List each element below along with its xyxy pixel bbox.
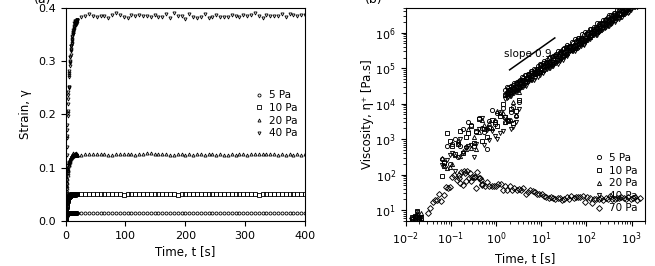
40 Pa xyxy=(64,111,71,114)
10 Pa xyxy=(612,15,620,18)
5 Pa xyxy=(89,211,97,214)
40 Pa xyxy=(66,64,73,67)
70 Pa xyxy=(588,202,596,205)
40 Pa xyxy=(89,15,97,18)
10 Pa xyxy=(62,219,69,222)
Y-axis label: Strain, γ: Strain, γ xyxy=(20,89,33,139)
Legend: 5 Pa, 10 Pa, 20 Pa, 40 Pa: 5 Pa, 10 Pa, 20 Pa, 40 Pa xyxy=(250,88,300,140)
40 Pa xyxy=(510,125,517,128)
20 Pa xyxy=(66,159,73,162)
20 Pa xyxy=(301,152,309,155)
20 Pa xyxy=(411,217,419,220)
40 Pa xyxy=(301,14,309,17)
20 Pa xyxy=(408,216,416,219)
X-axis label: Time, t [s]: Time, t [s] xyxy=(495,253,555,266)
40 Pa xyxy=(62,217,69,220)
40 Pa xyxy=(636,3,644,7)
70 Pa xyxy=(636,196,644,200)
Line: 10 Pa: 10 Pa xyxy=(64,192,307,222)
70 Pa xyxy=(508,188,516,191)
5 Pa xyxy=(72,211,80,214)
20 Pa xyxy=(636,0,644,2)
5 Pa xyxy=(193,211,201,214)
40 Pa xyxy=(565,51,572,54)
20 Pa xyxy=(72,151,80,154)
10 Pa xyxy=(415,217,423,220)
10 Pa xyxy=(64,199,71,202)
5 Pa xyxy=(72,211,80,214)
10 Pa xyxy=(301,192,309,196)
20 Pa xyxy=(607,19,615,23)
Line: 70 Pa: 70 Pa xyxy=(410,168,642,220)
20 Pa xyxy=(72,153,80,156)
Line: 10 Pa: 10 Pa xyxy=(410,0,642,221)
40 Pa xyxy=(193,16,201,19)
X-axis label: Time, t [s]: Time, t [s] xyxy=(155,246,215,259)
Y-axis label: Viscosity, η⁺ [Pa.s]: Viscosity, η⁺ [Pa.s] xyxy=(361,60,374,169)
70 Pa xyxy=(441,186,449,189)
10 Pa xyxy=(607,18,615,21)
70 Pa xyxy=(464,169,472,172)
10 Pa xyxy=(189,193,197,196)
70 Pa xyxy=(455,173,462,177)
5 Pa xyxy=(417,219,425,222)
20 Pa xyxy=(64,173,71,176)
5 Pa xyxy=(504,90,512,94)
10 Pa xyxy=(504,119,512,123)
Line: 40 Pa: 40 Pa xyxy=(64,11,307,221)
40 Pa xyxy=(251,11,259,15)
5 Pa xyxy=(301,211,309,214)
Text: slope 0.9: slope 0.9 xyxy=(504,49,552,59)
20 Pa xyxy=(89,152,97,156)
70 Pa xyxy=(633,198,641,201)
Line: 5 Pa: 5 Pa xyxy=(410,0,642,222)
40 Pa xyxy=(278,12,286,15)
5 Pa xyxy=(566,44,574,48)
5 Pa xyxy=(66,211,73,215)
Line: 5 Pa: 5 Pa xyxy=(64,211,307,222)
10 Pa xyxy=(297,192,305,195)
10 Pa xyxy=(85,192,93,195)
5 Pa xyxy=(408,217,416,221)
10 Pa xyxy=(566,45,574,48)
40 Pa xyxy=(610,18,618,21)
40 Pa xyxy=(72,23,80,26)
10 Pa xyxy=(625,2,633,5)
5 Pa xyxy=(612,11,620,15)
40 Pa xyxy=(62,218,69,221)
Line: 20 Pa: 20 Pa xyxy=(64,151,307,222)
70 Pa xyxy=(408,216,416,219)
20 Pa xyxy=(193,153,201,156)
20 Pa xyxy=(625,7,633,10)
20 Pa xyxy=(512,113,520,116)
20 Pa xyxy=(62,219,69,222)
Text: (b): (b) xyxy=(365,0,383,6)
40 Pa xyxy=(624,11,631,15)
5 Pa xyxy=(625,2,633,5)
Legend: 5 Pa, 10 Pa, 20 Pa, 40 Pa, 70 Pa: 5 Pa, 10 Pa, 20 Pa, 40 Pa, 70 Pa xyxy=(591,151,640,215)
20 Pa xyxy=(566,48,574,52)
10 Pa xyxy=(512,109,520,113)
20 Pa xyxy=(612,16,620,19)
40 Pa xyxy=(502,115,510,118)
Text: (a): (a) xyxy=(34,0,52,6)
Line: 40 Pa: 40 Pa xyxy=(410,3,642,223)
5 Pa xyxy=(607,13,615,16)
5 Pa xyxy=(274,211,282,214)
Line: 20 Pa: 20 Pa xyxy=(410,0,642,221)
5 Pa xyxy=(64,213,71,216)
40 Pa xyxy=(605,24,613,28)
20 Pa xyxy=(274,153,282,156)
10 Pa xyxy=(271,192,278,196)
5 Pa xyxy=(62,219,69,222)
5 Pa xyxy=(512,115,520,118)
10 Pa xyxy=(66,195,73,198)
10 Pa xyxy=(408,215,416,219)
10 Pa xyxy=(72,193,80,196)
70 Pa xyxy=(604,197,612,200)
20 Pa xyxy=(504,118,512,122)
40 Pa xyxy=(408,219,416,222)
